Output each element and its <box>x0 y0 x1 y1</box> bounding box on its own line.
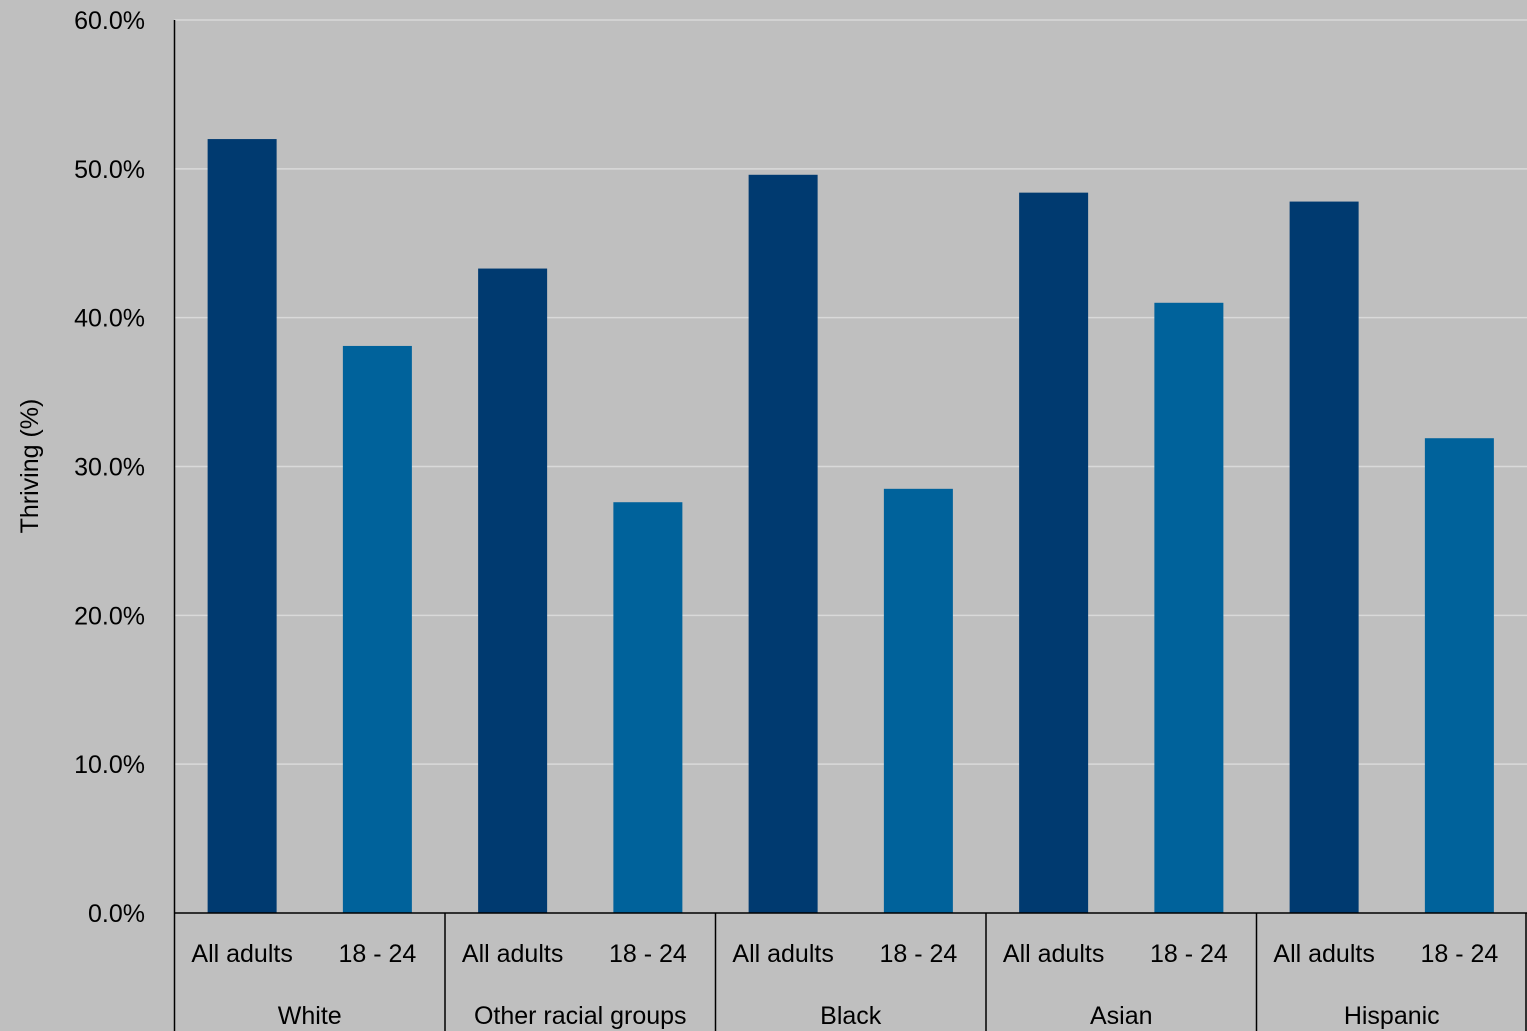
y-tick-label: 10.0% <box>74 751 145 779</box>
x-group-label: Black <box>820 1002 882 1030</box>
x-category-label: 18 - 24 <box>609 940 687 968</box>
bar-black-all-adults <box>748 174 818 913</box>
bar-other-racial-groups-all-adults <box>478 268 548 914</box>
bar-hispanic-18-24 <box>1424 438 1494 913</box>
y-tick-label: 20.0% <box>74 602 145 630</box>
x-category-label: All adults <box>1003 940 1104 968</box>
y-tick-label: 50.0% <box>74 156 145 184</box>
bar-black-18-24 <box>883 488 953 913</box>
bar-hispanic-all-adults <box>1289 201 1359 913</box>
x-category-label: 18 - 24 <box>1150 940 1228 968</box>
x-category-label: All adults <box>191 940 292 968</box>
bar-white-all-adults <box>207 139 277 914</box>
x-group-label: Asian <box>1090 1002 1153 1030</box>
x-axis: All adults 18 - 24 White All adults 18 - 24 O… <box>173 912 1527 1031</box>
bar-asian-18-24 <box>1154 302 1224 913</box>
y-tick-label: 0.0% <box>88 900 145 928</box>
x-category-label: 18 - 24 <box>338 940 416 968</box>
x-group-label: Hispanic <box>1344 1002 1440 1030</box>
x-group-label: Other racial groups <box>474 1002 687 1030</box>
y-tick-label: 60.0% <box>74 7 145 35</box>
x-category-label: 18 - 24 <box>1420 940 1498 968</box>
x-group-label: White <box>278 1002 342 1030</box>
x-category-label: All adults <box>732 940 833 968</box>
bars <box>207 139 1494 914</box>
y-tick-label: 40.0% <box>74 305 145 333</box>
x-category-label: 18 - 24 <box>879 940 957 968</box>
bar-other-racial-groups-18-24 <box>613 502 683 913</box>
y-axis-title: Thriving (%) <box>16 399 44 534</box>
x-category-label: All adults <box>1273 940 1374 968</box>
x-category-label: All adults <box>462 940 563 968</box>
bar-asian-all-adults <box>1019 192 1089 913</box>
bar-white-18-24 <box>342 345 412 913</box>
y-axis-tick-labels: 0.0% 10.0% 20.0% 30.0% 40.0% 50.0% 60.0% <box>74 7 145 928</box>
y-tick-label: 30.0% <box>74 454 145 482</box>
